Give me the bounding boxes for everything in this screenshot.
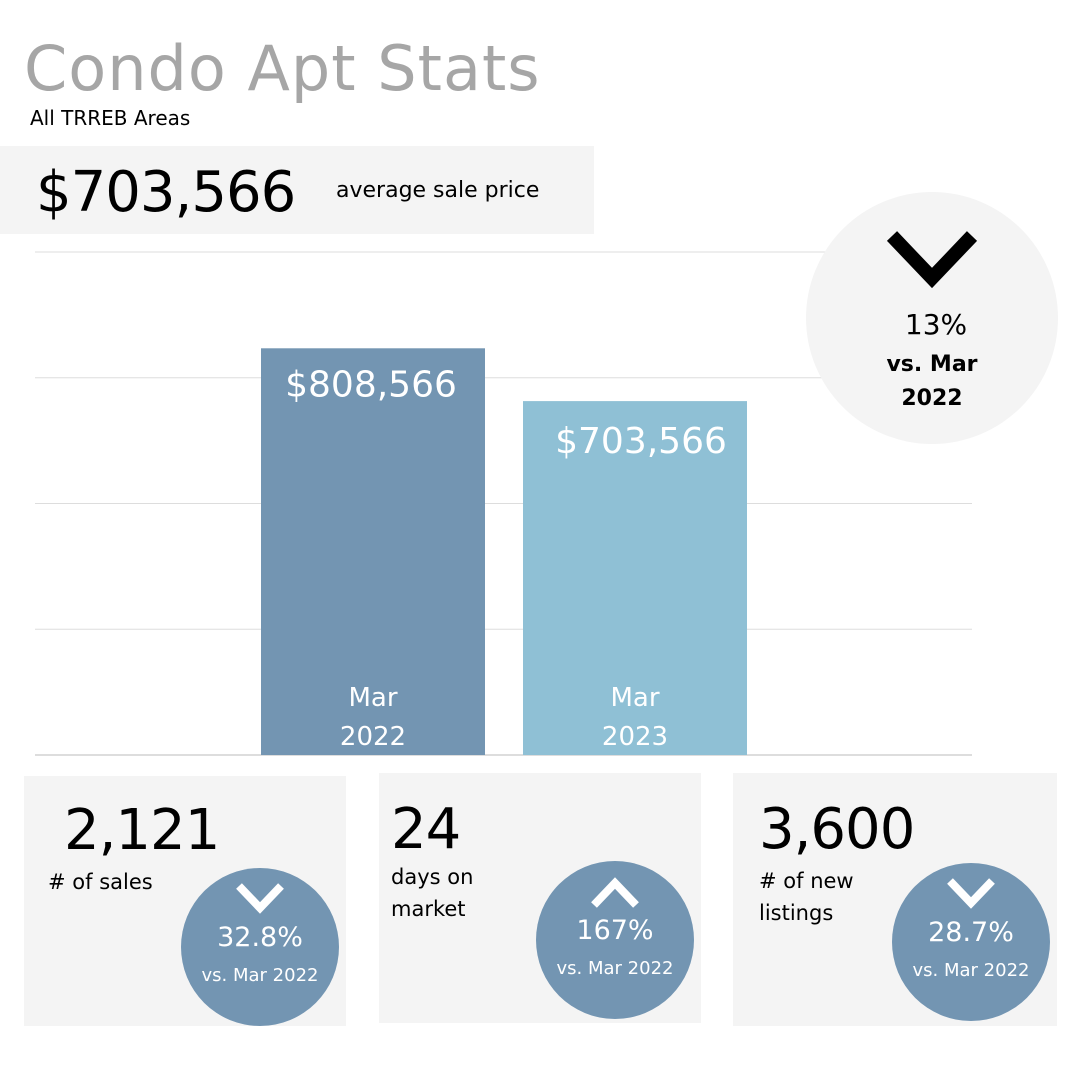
bar-category-label: 2023 [602,722,668,752]
page-subtitle: All TRREB Areas [30,106,191,130]
stat-value: 24 [391,797,461,862]
stat-card-sales: 2,121 # of sales 32.8% vs. Mar 2022 [24,776,346,1026]
stat-label: # of sales [48,870,153,894]
stat-value: 2,121 [64,798,220,863]
stat-value: 3,600 [759,797,915,862]
average-price-value: $703,566 [36,160,296,225]
chevron-down-icon [947,878,995,909]
bar-category-label: Mar [610,683,659,713]
stat-label-line1: # of new [759,869,854,893]
stat-change-percent: 167% [576,915,654,946]
average-price-label: average sale price [336,178,540,203]
stat-change-vs: vs. Mar 2022 [556,958,674,979]
hero-panel [0,146,594,234]
stat-label-line2: listings [759,901,834,925]
stat-change-badge: 167% vs. Mar 2022 [536,861,694,1019]
stat-label-line2: market [391,897,466,921]
change-percent: 13% [904,308,968,341]
stat-label-line1: days on [391,865,474,889]
chevron-down-icon [886,231,978,289]
stat-change-vs: vs. Mar 2022 [912,960,1030,981]
change-vs-line1: vs. Mar [886,352,978,377]
bar-value-label: $703,566 [555,421,727,462]
stat-change-badge: 32.8% vs. Mar 2022 [181,868,339,1026]
stat-change-percent: 28.7% [928,917,1014,948]
bar-mar-2023 [523,401,747,755]
page-title: Condo Apt Stats [24,32,541,105]
stat-card-days-on-market: 24 days on market 167% vs. Mar 2022 [379,773,701,1023]
chevron-up-icon [591,877,639,908]
stat-change-badge: 28.7% vs. Mar 2022 [892,863,1050,1021]
stat-change-percent: 32.8% [217,922,303,953]
stat-change-vs: vs. Mar 2022 [201,965,319,986]
bar-mar-2022 [261,348,485,755]
bar-category-label: Mar [348,683,397,713]
change-vs-line2: 2022 [901,386,963,411]
bar-value-label: $808,566 [285,364,457,405]
stat-card-new-listings: 3,600 # of new listings 28.7% vs. Mar 20… [733,773,1057,1026]
change-badge: 13% vs. Mar 2022 [806,192,1058,444]
bar-category-label: 2022 [340,722,406,752]
chevron-down-icon [236,883,284,914]
